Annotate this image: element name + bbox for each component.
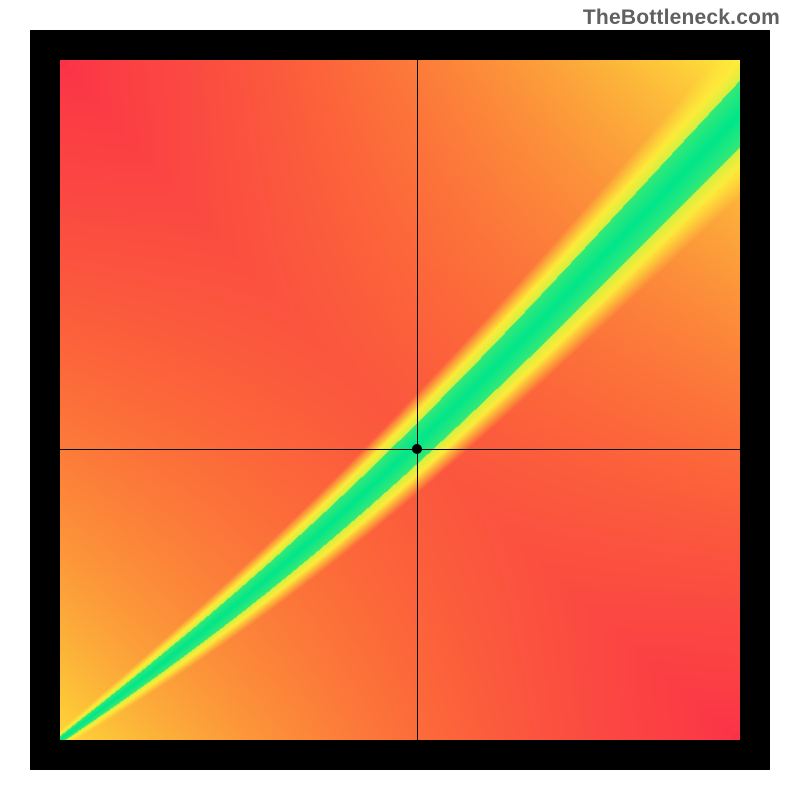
plot-frame [30,30,770,770]
crosshair-dot [412,444,422,454]
chart-container: TheBottleneck.com [0,0,800,800]
crosshair-vertical [417,60,418,740]
crosshair-horizontal [60,449,740,450]
watermark-text: TheBottleneck.com [583,6,780,30]
heatmap-canvas [60,60,740,740]
